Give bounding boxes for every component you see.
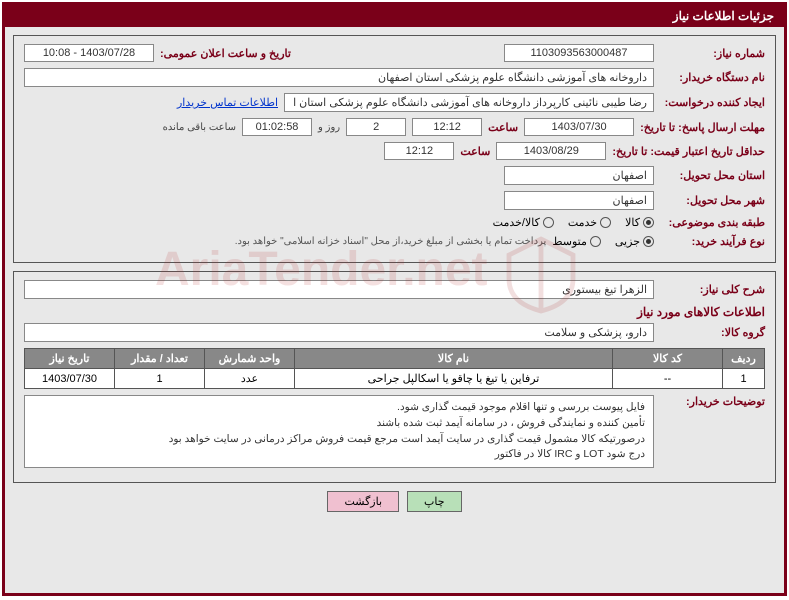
cell-date: 1403/07/30 [25,369,115,389]
radio-service[interactable] [600,217,611,228]
purchase-radio-group: جزیی متوسط [552,235,654,248]
radio-goods-label: کالا [625,216,640,229]
time-label-1: ساعت [488,121,518,134]
days-remaining: 2 [346,118,406,136]
purchase-note: پرداخت تمام یا بخشی از مبلغ خرید،از محل … [235,236,547,247]
purchase-type-label: نوع فرآیند خرید: [660,235,765,248]
th-row: ردیف [723,349,765,369]
announce-date-label: تاریخ و ساعت اعلان عمومی: [160,47,291,60]
reply-deadline-date: 1403/07/30 [524,118,634,136]
th-date: تاریخ نیاز [25,349,115,369]
summary-label: شرح کلی نیاز: [660,283,765,296]
delivery-city-label: شهر محل تحویل: [660,194,765,207]
price-validity-label: حداقل تاریخ اعتبار قیمت: تا تاریخ: [612,145,765,158]
main-frame: جزئیات اطلاعات نیاز AriaTender.net شماره… [2,2,787,596]
notes-line: درصورتیکه کالا مشمول قیمت گذاری در سایت … [33,432,645,448]
buyer-org-field: داروخانه های آموزشی دانشگاه علوم پزشکی ا… [24,68,654,87]
remaining-text: ساعت باقی مانده [163,122,236,133]
details-panel: شماره نیاز: 1103093563000487 تاریخ و ساع… [13,35,776,263]
cell-unit: عدد [205,369,295,389]
category-label: طبقه بندی موضوعی: [660,216,765,229]
buyer-org-label: نام دستگاه خریدار: [660,71,765,84]
table-row: 1 -- ترفاین یا تیغ یا چاقو یا اسکالپل جر… [25,369,765,389]
days-text: روز و [318,122,340,133]
cell-qty: 1 [115,369,205,389]
time-label-2: ساعت [460,145,490,158]
th-code: کد کالا [613,349,723,369]
requester-field: رضا طیبی نائینی کارپرداز داروخانه های آم… [284,93,654,112]
notes-line: تأمین کننده و نمایندگی فروش ، در سامانه … [33,416,645,432]
radio-both[interactable] [543,217,554,228]
buyer-notes-box: فایل پیوست بررسی و تنها اقلام موجود قیمت… [24,395,654,468]
delivery-province-label: استان محل تحویل: [660,169,765,182]
announce-date-field: 1403/07/28 - 10:08 [24,44,154,62]
summary-field: الزهرا تیغ بیستوری [24,280,654,299]
cell-name: ترفاین یا تیغ یا چاقو یا اسکالپل جراحی [295,369,613,389]
back-button[interactable]: بازگشت [327,491,399,512]
radio-service-label: خدمت [568,216,597,229]
header-title: جزئیات اطلاعات نیاز [5,5,784,27]
th-name: نام کالا [295,349,613,369]
cell-row: 1 [723,369,765,389]
goods-group-label: گروه کالا: [660,326,765,339]
time-remaining: 01:02:58 [242,118,312,136]
reply-deadline-time: 12:12 [412,118,482,136]
summary-panel: شرح کلی نیاز: الزهرا تیغ بیستوری اطلاعات… [13,271,776,483]
radio-medium-label: متوسط [552,235,587,248]
cell-code: -- [613,369,723,389]
category-radio-group: کالا خدمت کالا/خدمت [493,216,654,229]
radio-both-label: کالا/خدمت [493,216,540,229]
price-validity-date: 1403/08/29 [496,142,606,160]
radio-small[interactable] [643,236,654,247]
reply-deadline-label: مهلت ارسال پاسخ: تا تاریخ: [640,121,765,134]
radio-medium[interactable] [590,236,601,247]
delivery-province-field: اصفهان [504,166,654,185]
goods-table: ردیف کد کالا نام کالا واحد شمارش تعداد /… [24,348,765,389]
notes-line: فایل پیوست بررسی و تنها اقلام موجود قیمت… [33,400,645,416]
print-button[interactable]: چاپ [407,491,462,512]
buyer-notes-label: توضیحات خریدار: [660,395,765,408]
th-unit: واحد شمارش [205,349,295,369]
radio-small-label: جزیی [615,235,640,248]
goods-group-field: دارو، پزشکی و سلامت [24,323,654,342]
delivery-city-field: اصفهان [504,191,654,210]
requester-label: ایجاد کننده درخواست: [660,96,765,109]
notes-line: درج شود LOT و IRC کالا در فاکتور [33,447,645,463]
price-validity-time: 12:12 [384,142,454,160]
buyer-contact-link[interactable]: اطلاعات تماس خریدار [177,96,278,109]
button-row: چاپ بازگشت [5,491,784,512]
goods-info-title: اطلاعات کالاهای مورد نیاز [24,305,765,319]
radio-goods[interactable] [643,217,654,228]
need-number-label: شماره نیاز: [660,47,765,60]
th-qty: تعداد / مقدار [115,349,205,369]
need-number-field: 1103093563000487 [504,44,654,62]
